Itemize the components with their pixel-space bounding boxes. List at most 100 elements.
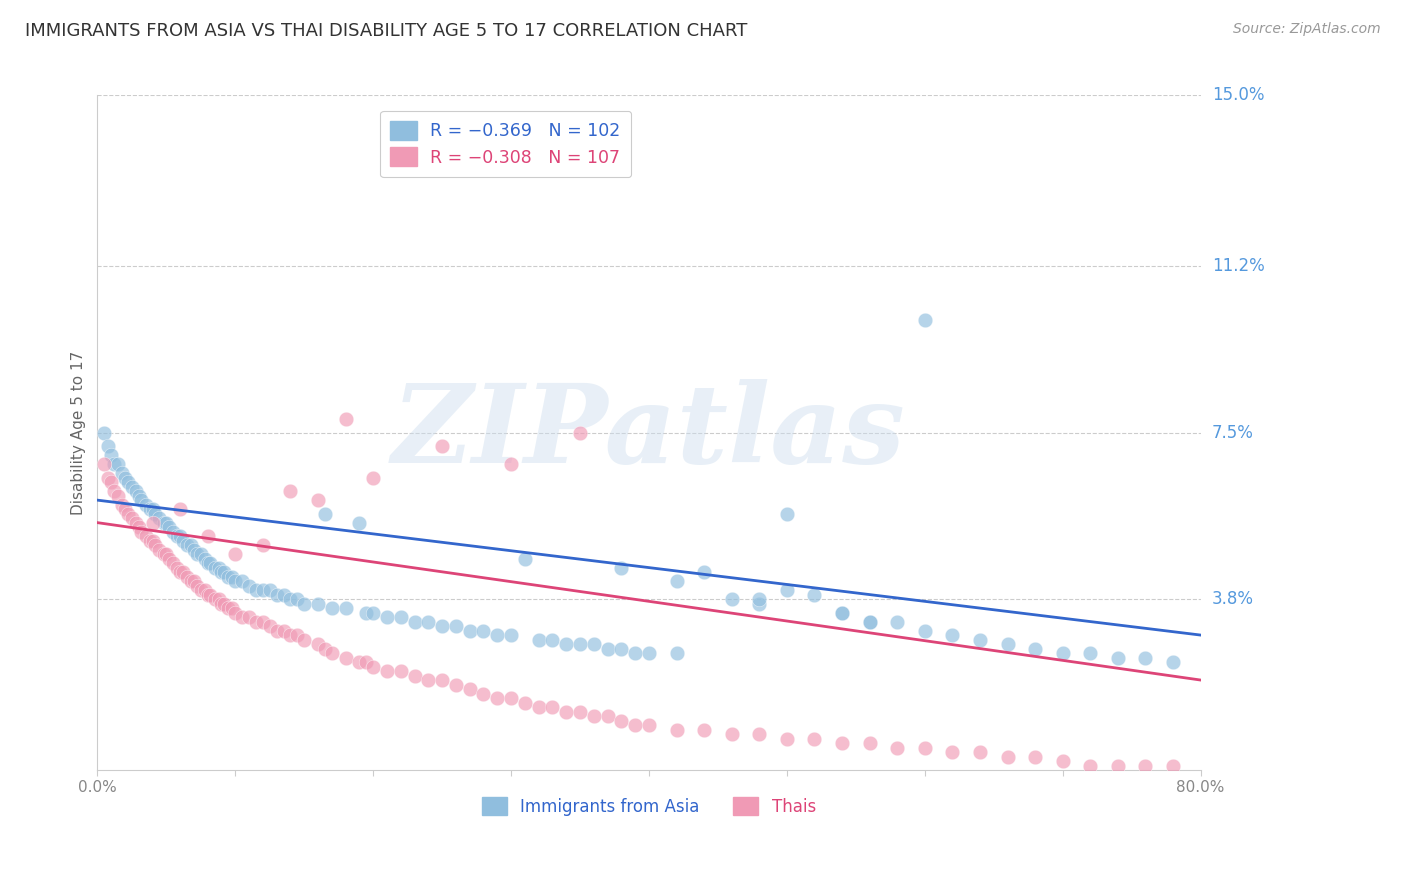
Point <box>103 457 125 471</box>
Point <box>499 691 522 706</box>
Point <box>803 588 825 602</box>
Point <box>720 592 742 607</box>
Point <box>638 646 661 660</box>
Point <box>157 520 180 534</box>
Point <box>273 588 295 602</box>
Point <box>430 439 453 453</box>
Point <box>176 538 198 552</box>
Text: 11.2%: 11.2% <box>1212 257 1264 276</box>
Point <box>155 516 177 530</box>
Point <box>273 624 295 638</box>
Point <box>1107 650 1129 665</box>
Point <box>292 597 315 611</box>
Point <box>141 502 163 516</box>
Point <box>914 740 936 755</box>
Point <box>527 632 550 647</box>
Text: ZIPatlas: ZIPatlas <box>392 379 905 486</box>
Point <box>776 507 799 521</box>
Point <box>356 655 378 669</box>
Point <box>280 628 302 642</box>
Point <box>125 516 148 530</box>
Point <box>831 606 853 620</box>
Point <box>224 574 246 588</box>
Point <box>139 502 162 516</box>
Point <box>803 731 825 746</box>
Point <box>361 470 384 484</box>
Point <box>914 624 936 638</box>
Point <box>720 727 742 741</box>
Point <box>211 565 233 579</box>
Point <box>238 610 260 624</box>
Point <box>914 313 936 327</box>
Point <box>148 511 170 525</box>
Text: 3.8%: 3.8% <box>1212 591 1254 608</box>
Point <box>107 489 129 503</box>
Point <box>231 574 253 588</box>
Point <box>472 687 495 701</box>
Point <box>111 466 134 480</box>
Point <box>321 646 343 660</box>
Point <box>141 533 163 548</box>
Point <box>430 619 453 633</box>
Point <box>776 731 799 746</box>
Point <box>211 597 233 611</box>
Point <box>458 681 481 696</box>
Text: 15.0%: 15.0% <box>1212 87 1264 104</box>
Point <box>224 547 246 561</box>
Point <box>569 637 592 651</box>
Point <box>157 551 180 566</box>
Point <box>217 601 239 615</box>
Point <box>444 677 467 691</box>
Point <box>404 615 426 629</box>
Point <box>349 516 371 530</box>
Point <box>139 533 162 548</box>
Point <box>886 615 908 629</box>
Point <box>285 592 308 607</box>
Point <box>582 709 605 723</box>
Point <box>1024 641 1046 656</box>
Point <box>665 723 688 737</box>
Text: IMMIGRANTS FROM ASIA VS THAI DISABILITY AGE 5 TO 17 CORRELATION CHART: IMMIGRANTS FROM ASIA VS THAI DISABILITY … <box>25 22 748 40</box>
Point <box>252 538 274 552</box>
Point <box>135 498 157 512</box>
Point <box>103 484 125 499</box>
Point <box>444 619 467 633</box>
Point <box>194 551 217 566</box>
Point <box>665 574 688 588</box>
Point <box>186 547 208 561</box>
Point <box>208 592 231 607</box>
Point <box>238 578 260 592</box>
Point <box>307 637 329 651</box>
Point <box>114 470 136 484</box>
Point <box>1135 650 1157 665</box>
Point <box>1052 646 1074 660</box>
Point <box>1078 758 1101 772</box>
Point <box>128 520 150 534</box>
Point <box>131 493 153 508</box>
Point <box>361 606 384 620</box>
Point <box>266 588 288 602</box>
Point <box>169 565 191 579</box>
Legend: Immigrants from Asia, Thais: Immigrants from Asia, Thais <box>475 790 823 822</box>
Point <box>541 700 564 714</box>
Point <box>941 628 963 642</box>
Point <box>314 507 336 521</box>
Point <box>335 650 357 665</box>
Point <box>148 542 170 557</box>
Point <box>541 632 564 647</box>
Point <box>285 628 308 642</box>
Point <box>114 502 136 516</box>
Point <box>141 516 163 530</box>
Point <box>280 484 302 499</box>
Point <box>208 560 231 574</box>
Point <box>176 569 198 583</box>
Point <box>172 533 194 548</box>
Point <box>107 457 129 471</box>
Point <box>221 569 243 583</box>
Point <box>886 740 908 755</box>
Point <box>131 524 153 539</box>
Point <box>610 641 633 656</box>
Point <box>252 615 274 629</box>
Point <box>748 592 770 607</box>
Point <box>224 606 246 620</box>
